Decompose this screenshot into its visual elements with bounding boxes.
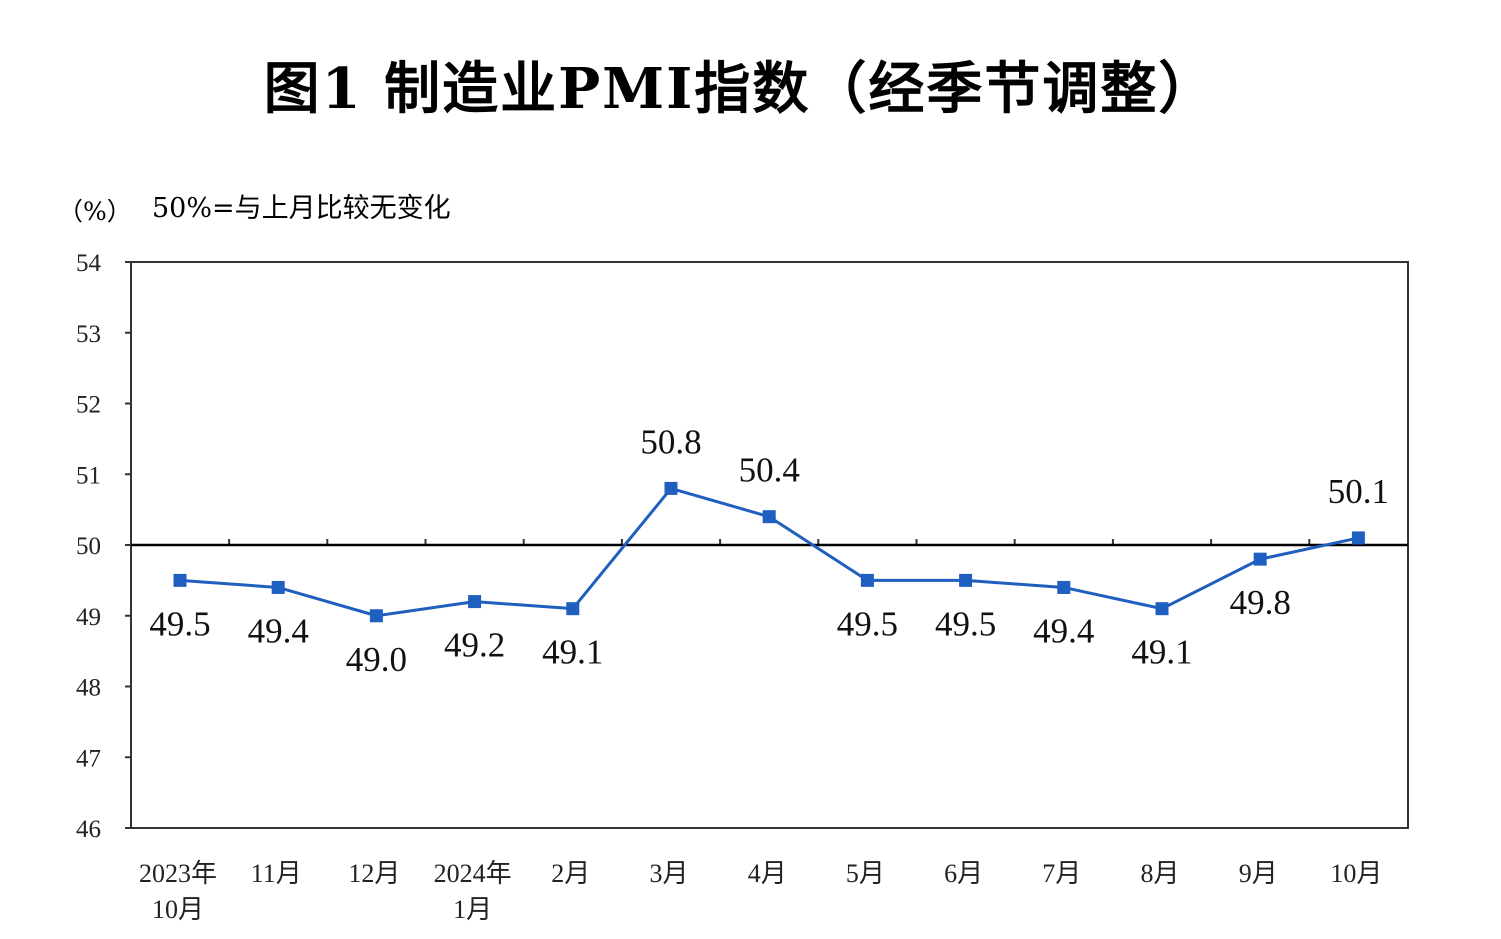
data-point [1253,552,1267,566]
x-tick-label: 2024年 [434,859,512,888]
x-tick-label: 9月 [1239,859,1278,888]
y-tick-label: 52 [76,392,101,419]
data-label: 49.5 [149,604,210,643]
x-tick-label: 4月 [748,859,787,888]
x-axis: 2023年 10月 11月 12月 2024年 1月 2月 3月 4月 5月 6月 7月 8月 9月 10月 [139,539,1382,924]
x-tick-label: 8月 [1140,859,1179,888]
x-tick-label: 2月 [551,859,590,888]
data-point [664,481,678,495]
x-tick-label: 12月 [348,859,400,888]
data-label: 49.4 [1033,611,1094,650]
data-point [1155,602,1169,616]
data-point [173,573,187,587]
y-axis-unit-label: （%） [58,197,132,226]
y-axis: 46 47 48 49 50 51 52 53 54 [76,250,131,843]
data-point [762,510,776,524]
data-label: 50.4 [739,451,800,490]
data-label: 49.1 [542,633,603,672]
y-tick-label: 48 [76,675,101,702]
x-tick-label: 11月 [251,859,302,888]
data-point [959,573,973,587]
y-tick-label: 53 [76,321,101,348]
data-label: 50.8 [640,422,701,461]
x-tick-label: 6月 [944,859,983,888]
reference-note: 50%=与上月比较无变化 [152,193,451,224]
x-tick-label: 7月 [1042,859,1081,888]
y-tick-label: 49 [76,604,101,631]
data-point [1351,531,1365,545]
data-label: 49.0 [346,640,407,679]
series-line [179,486,1359,618]
data-label: 49.2 [444,626,505,665]
data-point [566,602,580,616]
data-point [860,573,874,587]
y-tick-label: 46 [76,816,101,843]
x-tick-label: 3月 [649,859,688,888]
data-point [1057,580,1071,594]
data-label: 49.5 [837,604,898,643]
x-tick-label: 1月 [453,895,492,924]
y-tick-label: 50 [76,533,101,560]
x-tick-label: 10月 [1330,859,1382,888]
y-tick-label: 54 [76,250,102,277]
data-label: 50.1 [1328,472,1389,511]
data-label: 49.1 [1131,633,1192,672]
data-point [369,609,383,623]
data-point [468,595,482,609]
data-labels: 49.5 49.4 49.0 49.2 49.1 50.8 50.4 49.5 49.5 49.4… [149,422,1389,678]
data-label: 49.4 [248,611,309,650]
data-point [271,580,285,594]
data-label: 49.8 [1230,583,1291,622]
y-tick-label: 51 [76,462,101,489]
y-tick-label: 47 [76,745,101,772]
series-markers [173,481,1365,623]
x-tick-label: 10月 [152,895,204,924]
chart-title: 图1 制造业PMI指数（经季节调整） [263,56,1217,122]
data-label: 49.5 [935,604,996,643]
x-tick-label: 5月 [846,859,885,888]
x-tick-label: 2023年 [139,859,217,888]
